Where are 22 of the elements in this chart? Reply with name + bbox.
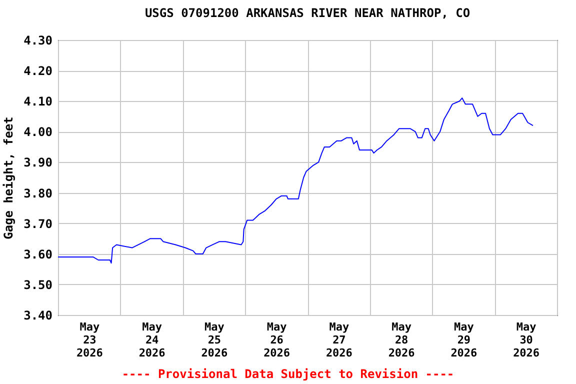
x-tick-label: May 23 2026 — [76, 320, 104, 360]
x-tick-label: May 24 2026 — [138, 320, 166, 360]
y-tick-label: 4.00 — [24, 125, 52, 140]
y-tick-label: 3.90 — [24, 156, 52, 170]
y-tick-label: 3.40 — [24, 308, 52, 322]
y-tick-label: 3.50 — [24, 278, 52, 292]
chart-title: USGS 07091200 ARKANSAS RIVER NEAR NATHROP, CO — [144, 6, 470, 20]
x-tick-label: May 27 2026 — [326, 320, 353, 360]
y-tick-label: 4.20 — [24, 64, 52, 78]
line-series — [58, 98, 534, 264]
y-axis-title: Gage height, feet — [2, 116, 16, 240]
x-tick-label: May 28 2026 — [388, 320, 416, 360]
y-tick-label: 3.80 — [24, 186, 52, 200]
y-tick-label: 3.60 — [24, 247, 52, 262]
y-tick-label: 3.70 — [24, 216, 52, 231]
x-tick-label: May 29 2026 — [450, 320, 478, 360]
text: ---- Provisional Data Subject to Revision ---- — [120, 367, 456, 381]
y-tick-label: 4.10 — [24, 94, 52, 109]
x-tick-label: May 25 2026 — [201, 320, 228, 360]
x-tick-label: May 26 2026 — [264, 320, 290, 360]
x-tick-label: May 30 2026 — [513, 320, 540, 360]
y-tick-label: 4.30 — [24, 34, 52, 48]
